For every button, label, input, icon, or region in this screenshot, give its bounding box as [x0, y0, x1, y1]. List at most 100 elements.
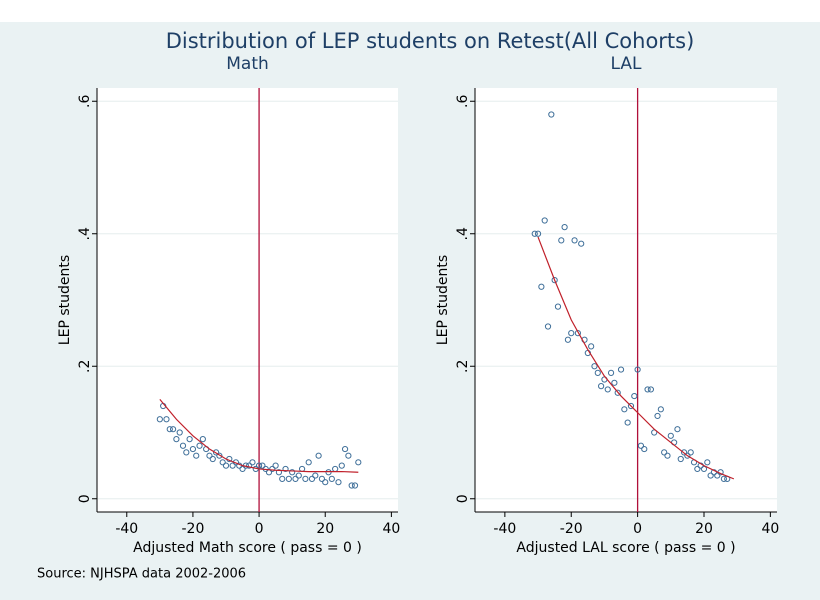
data-point [551, 277, 558, 284]
data-point [279, 475, 286, 482]
data-point [239, 465, 246, 473]
data-point [351, 482, 359, 489]
data-point [667, 432, 674, 439]
panel-title: Math [226, 54, 269, 74]
x-tick-label: -40 [493, 521, 516, 537]
data-point [591, 363, 598, 370]
y-tick-label: 0 [455, 494, 471, 503]
x-tick-label: -20 [181, 521, 204, 537]
data-point [272, 462, 279, 469]
data-point [720, 475, 728, 482]
data-point [199, 436, 206, 443]
data-point [571, 237, 578, 244]
data-point [325, 469, 332, 476]
data-point [338, 462, 345, 469]
fit-line [537, 236, 735, 480]
x-tick-label: 40 [382, 521, 400, 537]
data-point [654, 412, 661, 420]
data-point [219, 459, 226, 466]
data-point [621, 406, 628, 413]
data-point [348, 482, 355, 489]
data-point [548, 111, 555, 118]
data-point [183, 449, 190, 456]
data-point [285, 475, 292, 482]
source-note: Source: NJHSPA data 2002-2006 [37, 567, 246, 582]
x-tick-label: -20 [560, 521, 583, 537]
data-point [700, 465, 708, 473]
x-tick-label: 0 [633, 521, 642, 537]
data-point [624, 419, 631, 426]
data-point [163, 416, 170, 423]
data-point [611, 379, 618, 386]
data-point [554, 303, 562, 310]
fit-line [159, 398, 359, 473]
data-point [568, 330, 575, 337]
data-point [531, 230, 538, 237]
data-point [687, 449, 694, 456]
panel-title: LAL [611, 54, 642, 74]
data-point [315, 452, 322, 459]
y-tick-label: .4 [455, 227, 471, 240]
data-point [594, 369, 601, 376]
y-tick-label: .4 [77, 227, 93, 240]
data-point [680, 449, 688, 456]
x-tick-label: 40 [761, 521, 779, 537]
data-point [312, 472, 319, 479]
data-point [328, 475, 335, 482]
data-point [534, 230, 542, 237]
data-point [707, 472, 714, 479]
y-axis-label: LEP students [435, 255, 451, 345]
data-point [694, 465, 701, 473]
data-point [189, 445, 197, 453]
data-point [318, 475, 326, 482]
data-point [193, 452, 200, 459]
data-point [196, 442, 203, 449]
plot-area [97, 88, 398, 512]
data-point [634, 366, 641, 373]
data-point [275, 469, 283, 476]
data-point [322, 479, 329, 486]
x-tick-label: 0 [255, 521, 264, 537]
data-point [169, 426, 177, 433]
y-tick-label: .6 [77, 94, 93, 107]
data-point [684, 452, 691, 459]
data-point [541, 217, 548, 224]
data-point [259, 462, 266, 469]
data-point [206, 452, 213, 459]
data-point [664, 452, 671, 459]
data-point [607, 369, 615, 376]
chart-title: Distribution of LEP students on Retest(A… [166, 29, 695, 53]
data-point [308, 475, 316, 482]
y-tick-label: .6 [455, 94, 471, 107]
data-point [216, 452, 223, 459]
y-tick-label: .2 [455, 360, 471, 373]
x-axis-label: Adjusted Math score ( pass = 0 ) [133, 540, 362, 556]
x-axis-label: Adjusted LAL score ( pass = 0 ) [516, 540, 735, 556]
y-axis-label: LEP students [57, 255, 73, 345]
data-point [305, 459, 312, 466]
data-point [644, 386, 651, 393]
data-point [677, 455, 684, 463]
data-point [355, 459, 362, 466]
data-point [246, 462, 253, 469]
data-point [282, 465, 289, 473]
data-point [631, 392, 638, 400]
data-point [289, 469, 296, 476]
data-point [561, 224, 568, 231]
data-point [627, 402, 635, 410]
data-point [179, 442, 187, 449]
data-point [229, 462, 236, 469]
data-point [176, 429, 183, 436]
data-point [617, 366, 625, 373]
data-point [335, 479, 342, 486]
data-point [166, 426, 173, 433]
data-point [588, 343, 595, 350]
x-tick-label: 20 [695, 521, 713, 537]
data-point [209, 455, 216, 463]
data-point [578, 240, 585, 247]
data-point [255, 462, 263, 469]
data-point [544, 323, 552, 330]
y-tick-label: 0 [77, 494, 93, 503]
data-point [156, 416, 163, 423]
